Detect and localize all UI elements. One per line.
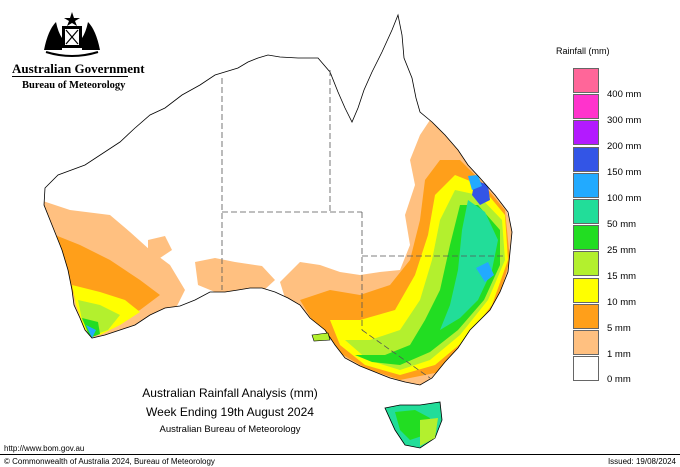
rainfall-shading <box>44 44 512 385</box>
issued-date: Issued: 19/08/2024 <box>607 457 676 466</box>
map-title: Australian Rainfall Analysis (mm) <box>142 386 318 400</box>
legend-swatch <box>573 94 599 120</box>
legend-label: 5 mm <box>607 323 631 334</box>
kangaroo-island <box>311 332 331 342</box>
header-divider <box>12 76 128 77</box>
legend-swatch <box>573 198 599 224</box>
footer-divider <box>0 454 680 455</box>
state-borders <box>221 70 505 379</box>
website-link[interactable]: http://www.bom.gov.au <box>4 444 85 453</box>
legend-swatch <box>573 68 599 93</box>
rainfall-map <box>43 13 513 449</box>
copyright-text: © Commonwealth of Australia 2024, Bureau… <box>4 457 215 466</box>
coat-of-arms-icon <box>44 12 100 57</box>
legend-swatch <box>573 356 599 382</box>
legend-swatch <box>573 120 599 146</box>
legend-label: 15 mm <box>607 271 637 282</box>
legend-swatch <box>573 303 599 329</box>
legend-label: 1 mm <box>607 349 631 360</box>
legend-label: 200 mm <box>607 141 642 152</box>
legend-swatch <box>573 277 599 303</box>
government-title: Australian Government <box>12 61 145 76</box>
legend-label: 150 mm <box>607 167 642 178</box>
legend-label: 0 mm <box>607 374 631 385</box>
legend-swatch <box>573 251 599 277</box>
legend-label: 50 mm <box>607 219 637 230</box>
map-period: Week Ending 19th August 2024 <box>146 405 314 419</box>
legend-label: 100 mm <box>607 193 642 204</box>
tasmania <box>384 401 443 449</box>
legend-swatch <box>573 172 599 198</box>
legend-swatches <box>573 68 599 382</box>
legend-label: 400 mm <box>607 89 642 100</box>
legend-title: Rainfall (mm) <box>556 46 610 56</box>
legend-swatch <box>573 329 599 355</box>
coastline <box>43 13 513 386</box>
legend-label: 10 mm <box>607 297 637 308</box>
legend-label: 300 mm <box>607 115 642 126</box>
legend-swatch <box>573 146 599 172</box>
legend-label: 25 mm <box>607 245 637 256</box>
bureau-title: Bureau of Meteorology <box>22 80 126 91</box>
map-source: Australian Bureau of Meteorology <box>159 424 301 435</box>
legend-swatch <box>573 225 599 251</box>
